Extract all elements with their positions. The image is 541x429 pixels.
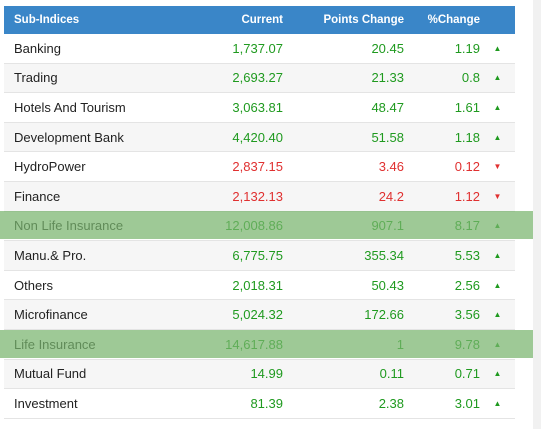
row-current: 3,063.81 [232, 99, 283, 115]
table-row[interactable]: Non Life Insurance 12,008.86 907.1 8.17 ▲ [4, 212, 515, 242]
arrow-up-icon: ▲ [493, 398, 502, 408]
row-name: Microfinance [14, 307, 88, 323]
row-current: 81.39 [250, 395, 283, 411]
table-row[interactable]: Development Bank 4,420.40 51.58 1.18 ▲ [4, 122, 515, 153]
arrow-up-icon: ▲ [493, 102, 502, 112]
row-points-change: 172.66 [364, 307, 404, 323]
row-current: 4,420.40 [232, 129, 283, 145]
row-points-change: 907.1 [371, 218, 404, 234]
row-name: Finance [14, 188, 61, 204]
table-row[interactable]: Life Insurance 14,617.88 1 9.78 ▲ [4, 330, 515, 360]
row-name: Non Life Insurance [14, 218, 124, 234]
row-pct-change: 3.56 [454, 307, 480, 323]
row-name: HydroPower [14, 159, 86, 175]
row-pct-change: 0.71 [454, 366, 480, 382]
row-name: Life Insurance [14, 336, 96, 352]
row-pct-change: 1.18 [454, 129, 480, 145]
row-name: Banking [14, 40, 61, 56]
table-header: Sub-Indices Current Points Change %Chang… [4, 6, 515, 34]
arrow-down-icon: ▼ [493, 191, 502, 201]
row-name: Others [14, 277, 54, 293]
row-current: 2,693.27 [232, 70, 283, 86]
row-current: 14.99 [250, 366, 283, 382]
row-pct-change: 1.12 [454, 188, 480, 204]
row-points-change: 51.58 [371, 129, 404, 145]
row-current: 2,132.13 [232, 188, 283, 204]
header-points-change[interactable]: Points Change [323, 14, 404, 26]
table-row[interactable]: Hotels And Tourism 3,063.81 48.47 1.61 ▲ [4, 93, 515, 123]
row-current: 1,737.07 [232, 40, 283, 56]
arrow-up-icon: ▲ [493, 339, 502, 349]
row-points-change: 1 [396, 336, 404, 352]
sub-indices-table: Sub-Indices Current Points Change %Chang… [4, 6, 515, 419]
row-current: 2,018.31 [232, 277, 283, 293]
row-points-change: 2.38 [378, 395, 404, 411]
table-row[interactable]: Banking 1,737.07 20.45 1.19 ▲ [4, 34, 515, 64]
table-row[interactable]: HydroPower 2,837.15 3.46 0.12 ▼ [4, 152, 515, 182]
row-name: Mutual Fund [14, 366, 87, 382]
row-name: Trading [14, 70, 58, 86]
table-row[interactable]: Investment 81.39 2.38 3.01 ▲ [4, 389, 515, 419]
row-points-change: 50.43 [371, 277, 404, 293]
row-pct-change: 1.61 [454, 99, 480, 115]
row-points-change: 0.11 [379, 366, 404, 382]
row-points-change: 20.45 [371, 40, 404, 56]
row-pct-change: 9.78 [454, 336, 480, 352]
row-name: Investment [14, 395, 78, 411]
arrow-up-icon: ▲ [493, 73, 502, 83]
row-points-change: 48.47 [371, 99, 404, 115]
table-row[interactable]: Manu.& Pro. 6,775.75 355.34 5.53 ▲ [4, 241, 515, 271]
row-current: 5,024.32 [232, 307, 283, 323]
header-current[interactable]: Current [241, 14, 283, 26]
arrow-up-icon: ▲ [493, 280, 502, 290]
header-sub-indices[interactable]: Sub-Indices [14, 14, 80, 26]
row-points-change: 355.34 [364, 247, 404, 263]
row-pct-change: 0.12 [454, 159, 480, 175]
row-pct-change: 1.19 [454, 40, 480, 56]
arrow-up-icon: ▲ [493, 369, 502, 379]
row-name: Manu.& Pro. [14, 247, 87, 263]
header-pct-change[interactable]: %Change [427, 14, 480, 26]
row-pct-change: 8.17 [454, 218, 480, 234]
table-row[interactable]: Others 2,018.31 50.43 2.56 ▲ [4, 271, 515, 301]
row-pct-change: 0.8 [461, 70, 480, 86]
row-name: Development Bank [14, 129, 124, 145]
row-points-change: 3.46 [378, 159, 404, 175]
table-body: Banking 1,737.07 20.45 1.19 ▲ Trading 2,693.27… [4, 34, 515, 419]
arrow-up-icon: ▲ [493, 221, 502, 231]
arrow-up-icon: ▲ [493, 43, 502, 53]
table-row[interactable]: Finance 2,132.13 24.2 1.12 ▼ [4, 181, 515, 212]
row-pct-change: 2.56 [454, 277, 480, 293]
row-current: 12,008.86 [225, 218, 283, 234]
row-name: Hotels And Tourism [14, 99, 126, 115]
row-pct-change: 5.53 [454, 247, 480, 263]
table-row[interactable]: Trading 2,693.27 21.33 0.8 ▲ [4, 63, 515, 94]
arrow-up-icon: ▲ [493, 310, 502, 320]
arrow-down-icon: ▼ [493, 162, 502, 172]
arrow-up-icon: ▲ [493, 132, 502, 142]
row-pct-change: 3.01 [454, 395, 480, 411]
row-current: 6,775.75 [232, 247, 283, 263]
table-row[interactable]: Mutual Fund 14.99 0.11 0.71 ▲ [4, 359, 515, 390]
arrow-up-icon: ▲ [493, 250, 502, 260]
row-current: 14,617.88 [225, 336, 283, 352]
table-row[interactable]: Microfinance 5,024.32 172.66 3.56 ▲ [4, 300, 515, 330]
scrollbar[interactable] [533, 0, 541, 429]
row-current: 2,837.15 [232, 159, 283, 175]
row-points-change: 21.33 [371, 70, 404, 86]
row-points-change: 24.2 [378, 188, 404, 204]
